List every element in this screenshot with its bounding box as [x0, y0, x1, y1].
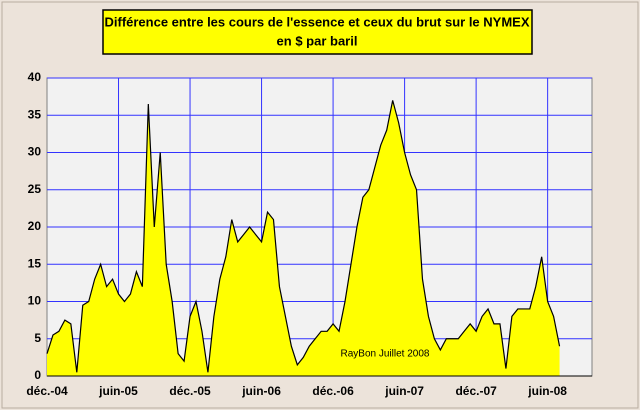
y-tick-label: 0 — [34, 368, 41, 382]
y-tick-label: 25 — [28, 182, 42, 196]
y-tick-label: 20 — [28, 219, 42, 233]
x-tick-label: déc.-05 — [169, 384, 211, 398]
x-tick-label: juin-06 — [241, 384, 281, 398]
annotation: RayBon Juillet 2008 — [341, 349, 430, 360]
x-tick-label: déc.-04 — [26, 384, 68, 398]
y-tick-label: 5 — [34, 331, 41, 345]
x-tick-label: juin-08 — [527, 384, 567, 398]
y-tick-label: 30 — [28, 145, 42, 159]
x-tick-label: juin-05 — [98, 384, 138, 398]
title-box — [102, 9, 533, 55]
y-tick-label: 40 — [28, 70, 42, 84]
line — [46, 100, 561, 373]
x-tick-label: juin-07 — [384, 384, 424, 398]
chart-subtitle: en $ par baril — [277, 33, 358, 48]
y-tick-label: 35 — [28, 107, 42, 121]
x-tick-label: déc.-06 — [312, 384, 354, 398]
y-tick-label: 10 — [28, 294, 42, 308]
y-tick-label: 15 — [28, 256, 42, 270]
x-tick-label: déc.-07 — [455, 384, 497, 398]
chart-title: Différence entre les cours de l'essence … — [104, 14, 529, 29]
